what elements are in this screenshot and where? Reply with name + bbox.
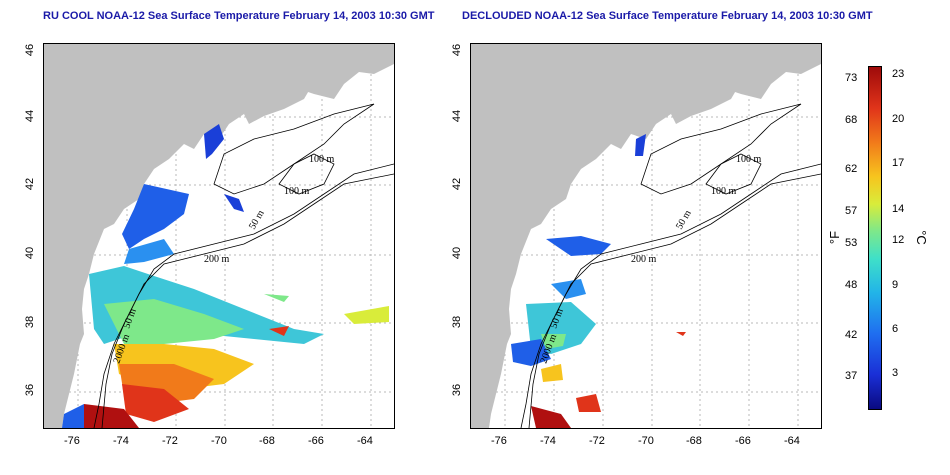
colorbar-f-tick-1: 68 [845, 114, 858, 126]
lon-tick-right-6: -64 [784, 435, 800, 447]
lat-tick-left-0: 46 [24, 43, 36, 57]
lon-tick-right-5: -66 [735, 435, 751, 447]
bathymetry-contours [93, 103, 394, 428]
colorbar-f-tick-5: 48 [845, 279, 858, 291]
colorbar-f-tick-7: 37 [845, 370, 858, 382]
lon-tick-right-0: -76 [491, 435, 507, 447]
land-mass [44, 44, 394, 428]
colorbar-c-tick-7: 3 [892, 367, 899, 379]
lat-tick-right-1: 44 [451, 109, 463, 123]
lat-tick-left-4: 38 [24, 315, 36, 329]
lat-tick-right-2: 42 [451, 177, 463, 191]
colorbar-c-tick-0: 23 [892, 68, 905, 80]
contour-label-50m-a: 50 m [674, 208, 694, 231]
lon-tick-left-6: -64 [357, 435, 373, 447]
lat-tick-left-1: 44 [24, 109, 36, 123]
left-sst-map: 100 m 100 m 50 m 200 m 2000 m 50 m [43, 43, 395, 429]
lon-tick-left-3: -70 [211, 435, 227, 447]
colorbar-f-tick-3: 57 [845, 205, 858, 217]
sst-data [511, 134, 686, 428]
lon-tick-right-3: -70 [638, 435, 654, 447]
lon-tick-left-2: -72 [162, 435, 178, 447]
colorbar-unit-fahrenheit: °F [827, 230, 843, 245]
land-mass [471, 44, 821, 428]
contour-label-200m: 200 m [204, 254, 230, 265]
colorbar-c-tick-1: 20 [892, 113, 905, 125]
lon-tick-left-5: -66 [308, 435, 324, 447]
contour-label-50m-a: 50 m [247, 208, 267, 231]
contour-label-200m: 200 m [631, 254, 657, 265]
contour-label-100m-b: 100 m [284, 186, 310, 197]
lat-tick-right-3: 40 [451, 246, 463, 260]
colorbar-f-tick-4: 53 [845, 237, 858, 249]
lat-tick-left-3: 40 [24, 246, 36, 260]
colorbar-f-tick-6: 42 [845, 329, 858, 341]
left-map-title: RU COOL NOAA-12 Sea Surface Temperature … [43, 10, 435, 22]
lon-tick-left-0: -76 [64, 435, 80, 447]
contour-label-100m-b: 100 m [711, 186, 737, 197]
lat-tick-left-5: 36 [24, 383, 36, 397]
colorbar-c-tick-5: 9 [892, 279, 899, 291]
colorbar-c-tick-3: 14 [892, 203, 905, 215]
colorbar-unit-celsius: °C [913, 230, 929, 245]
temperature-colorbar [868, 66, 882, 410]
right-map-title: DECLOUDED NOAA-12 Sea Surface Temperatur… [462, 10, 873, 22]
lat-tick-left-2: 42 [24, 177, 36, 191]
lon-tick-right-4: -68 [686, 435, 702, 447]
lon-tick-right-1: -74 [540, 435, 556, 447]
lon-tick-left-4: -68 [259, 435, 275, 447]
lon-tick-right-2: -72 [589, 435, 605, 447]
right-sst-map: 100 m 100 m 50 m 200 m 2000 m 50 m [470, 43, 822, 429]
bathymetry-contours [520, 103, 821, 428]
contour-label-100m-a: 100 m [736, 154, 762, 165]
colorbar-f-tick-2: 62 [845, 163, 858, 175]
colorbar-c-tick-6: 6 [892, 323, 899, 335]
nova-scotia [671, 82, 741, 124]
lat-tick-right-0: 46 [451, 43, 463, 57]
colorbar-c-tick-2: 17 [892, 157, 905, 169]
colorbar-c-tick-4: 12 [892, 234, 905, 246]
sst-data [62, 124, 389, 428]
nova-scotia [244, 82, 314, 124]
lon-tick-left-1: -74 [113, 435, 129, 447]
lat-tick-right-5: 36 [451, 383, 463, 397]
colorbar-f-tick-0: 73 [845, 72, 858, 84]
contour-label-100m-a: 100 m [309, 154, 335, 165]
lat-tick-right-4: 38 [451, 315, 463, 329]
